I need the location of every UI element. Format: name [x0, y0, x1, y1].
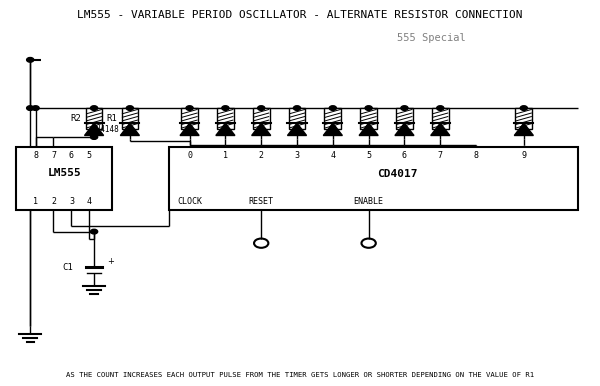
Text: 5: 5 — [366, 151, 371, 160]
Polygon shape — [216, 123, 235, 135]
Text: 9: 9 — [521, 151, 526, 160]
Polygon shape — [395, 123, 414, 135]
Circle shape — [293, 106, 301, 110]
Text: LM555: LM555 — [47, 168, 81, 178]
Bar — [515, 108, 532, 129]
Text: R2: R2 — [70, 114, 81, 123]
Text: CLOCK: CLOCK — [177, 197, 202, 207]
Text: RESET: RESET — [249, 197, 274, 207]
Bar — [16, 147, 112, 210]
Bar — [253, 108, 269, 129]
Text: ENABLE: ENABLE — [353, 197, 383, 207]
Text: 555 Special: 555 Special — [397, 33, 466, 43]
Circle shape — [91, 106, 98, 110]
Text: C1: C1 — [62, 262, 73, 272]
Circle shape — [26, 58, 34, 62]
Text: 2: 2 — [51, 197, 56, 207]
Circle shape — [520, 106, 527, 110]
Circle shape — [437, 106, 444, 110]
Polygon shape — [85, 123, 104, 135]
Polygon shape — [287, 123, 307, 135]
Circle shape — [32, 106, 39, 110]
Text: 4: 4 — [331, 151, 335, 160]
Text: 1N4148: 1N4148 — [91, 125, 119, 134]
Bar — [217, 108, 234, 129]
Polygon shape — [180, 123, 199, 135]
Text: 2: 2 — [259, 151, 264, 160]
Text: 4: 4 — [87, 197, 92, 207]
Text: +: + — [107, 257, 114, 266]
Text: 8: 8 — [473, 151, 479, 160]
Circle shape — [401, 106, 408, 110]
Text: 1: 1 — [33, 197, 38, 207]
Bar — [86, 108, 103, 129]
Text: 8: 8 — [33, 151, 38, 160]
Bar — [169, 147, 578, 210]
Text: 7: 7 — [438, 151, 443, 160]
Bar — [181, 108, 198, 129]
Text: CD4017: CD4017 — [377, 169, 417, 179]
Text: 3: 3 — [69, 197, 74, 207]
Circle shape — [127, 106, 133, 110]
Bar — [289, 108, 305, 129]
Text: 1: 1 — [223, 151, 228, 160]
Circle shape — [26, 106, 34, 110]
Polygon shape — [121, 123, 139, 135]
Text: 6: 6 — [69, 151, 74, 160]
Bar — [432, 108, 449, 129]
Polygon shape — [323, 123, 343, 135]
Bar — [325, 108, 341, 129]
Text: LM555 - VARIABLE PERIOD OSCILLATOR - ALTERNATE RESISTOR CONNECTION: LM555 - VARIABLE PERIOD OSCILLATOR - ALT… — [77, 10, 523, 20]
Bar — [360, 108, 377, 129]
Bar — [396, 108, 413, 129]
Text: AS THE COUNT INCREASES EACH OUTPUT PULSE FROM THE TIMER GETS LONGER OR SHORTER D: AS THE COUNT INCREASES EACH OUTPUT PULSE… — [66, 371, 534, 378]
Text: R1: R1 — [106, 114, 117, 123]
Bar — [122, 108, 138, 129]
Circle shape — [329, 106, 337, 110]
Polygon shape — [431, 123, 450, 135]
Text: 5: 5 — [87, 151, 92, 160]
Circle shape — [91, 229, 98, 234]
Text: 0: 0 — [187, 151, 192, 160]
Text: 3: 3 — [295, 151, 299, 160]
Polygon shape — [514, 123, 533, 135]
Text: 6: 6 — [402, 151, 407, 160]
Circle shape — [222, 106, 229, 110]
Circle shape — [365, 106, 372, 110]
Circle shape — [186, 106, 193, 110]
Circle shape — [91, 135, 98, 139]
Text: 7: 7 — [51, 151, 56, 160]
Polygon shape — [359, 123, 378, 135]
Circle shape — [257, 106, 265, 110]
Polygon shape — [251, 123, 271, 135]
